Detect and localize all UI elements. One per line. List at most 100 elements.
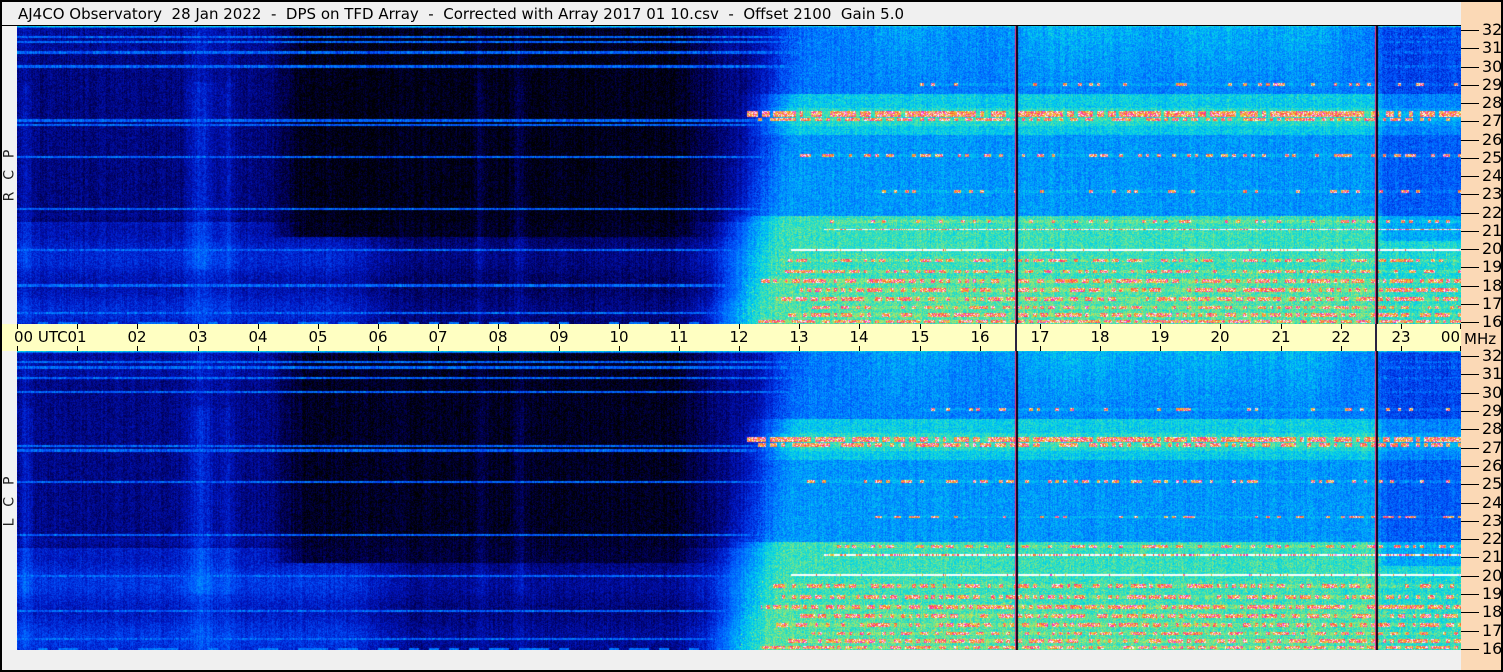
- hour-tick: [1100, 324, 1101, 329]
- hour-tick: [739, 346, 740, 351]
- event-marker-line: [1375, 324, 1377, 351]
- hour-tick: [198, 346, 199, 351]
- hour-label: 23: [1391, 328, 1411, 346]
- freq-tick: [1461, 85, 1479, 86]
- hour-tick: [77, 346, 78, 351]
- hour-tick: [679, 324, 680, 329]
- left-margin-top: R C P: [1, 26, 18, 324]
- hour-tick: [378, 346, 379, 351]
- time-axis-band: 00 UTC 01 02 03 04 05 06 07 08 09 10 11 12 13 14 15 16 17…: [2, 324, 1461, 351]
- hour-label: 04: [248, 328, 268, 346]
- freq-label: 18: [1482, 602, 1501, 622]
- hour-tick: [559, 346, 560, 351]
- hour-label: 05: [308, 328, 328, 346]
- hour-label: 14: [849, 328, 869, 346]
- freq-tick: [1461, 158, 1479, 159]
- hour-tick: [77, 324, 78, 329]
- freq-label: 23: [1482, 184, 1501, 204]
- lcp-spectrogram-canvas: [17, 351, 1461, 650]
- hour-tick: [1160, 346, 1161, 351]
- freq-tick: [1461, 411, 1479, 412]
- freq-tick: [1461, 249, 1479, 250]
- hour-tick: [859, 346, 860, 351]
- hour-label: 00 UTC: [14, 328, 68, 346]
- freq-label: 19: [1482, 257, 1501, 277]
- freq-tick: [1461, 213, 1479, 214]
- freq-label: 27: [1482, 111, 1501, 131]
- freq-label: 27: [1482, 438, 1501, 458]
- freq-label: 18: [1482, 276, 1501, 296]
- freq-label: 25: [1482, 474, 1501, 494]
- hour-label: 06: [368, 328, 388, 346]
- hour-tick: [679, 346, 680, 351]
- hour-label: 08: [488, 328, 508, 346]
- hour-label: 18: [1090, 328, 1110, 346]
- hour-tick: [438, 324, 439, 329]
- freq-tick: [1461, 649, 1479, 650]
- freq-tick: [1461, 484, 1479, 485]
- rcp-spectrogram-canvas: [17, 26, 1461, 324]
- freq-label: 32: [1482, 346, 1501, 366]
- hour-tick: [258, 346, 259, 351]
- hour-tick: [1220, 346, 1221, 351]
- freq-tick: [1461, 594, 1479, 595]
- freq-label: 21: [1482, 547, 1501, 567]
- hour-label: 19: [1150, 328, 1170, 346]
- hour-tick: [980, 346, 981, 351]
- freq-tick: [1461, 267, 1479, 268]
- freq-tick: [1461, 539, 1479, 540]
- hour-tick: [1040, 324, 1041, 329]
- freq-tick: [1461, 103, 1479, 104]
- freq-tick: [1461, 176, 1479, 177]
- freq-label: 28: [1482, 419, 1501, 439]
- freq-label: 32: [1482, 20, 1501, 40]
- hour-tick: [1401, 346, 1402, 351]
- freq-tick: [1461, 356, 1479, 357]
- hour-label: 20: [1210, 328, 1230, 346]
- title-text: AJ4CO Observatory 28 Jan 2022 - DPS on T…: [18, 4, 905, 23]
- freq-tick: [1461, 30, 1479, 31]
- freq-tick: [1461, 322, 1479, 323]
- freq-tick: [1461, 67, 1479, 68]
- hour-label: 17: [1030, 328, 1050, 346]
- freq-tick: [1461, 48, 1479, 49]
- hour-label: 21: [1271, 328, 1291, 346]
- rcp-polarization-label: R C P: [1, 148, 18, 202]
- hour-tick: [1281, 324, 1282, 329]
- hour-label: 11: [669, 328, 689, 346]
- footer-strip: [2, 650, 1461, 670]
- hour-tick: [1341, 324, 1342, 329]
- hour-tick: [1220, 324, 1221, 329]
- hour-tick: [137, 324, 138, 329]
- hour-label: 02: [127, 328, 147, 346]
- hour-label: 03: [188, 328, 208, 346]
- hour-tick: [619, 324, 620, 329]
- mhz-unit-label: MHz: [1464, 330, 1497, 348]
- hour-label: 07: [428, 328, 448, 346]
- freq-tick: [1461, 448, 1479, 449]
- hour-label: 22: [1331, 328, 1351, 346]
- lcp-polarization-label: L C P: [1, 475, 18, 526]
- freq-tick: [1461, 612, 1479, 613]
- freq-tick: [1461, 576, 1479, 577]
- freq-label: 17: [1482, 621, 1501, 641]
- freq-label: 25: [1482, 148, 1501, 168]
- hour-tick: [859, 324, 860, 329]
- hour-tick: [559, 324, 560, 329]
- hour-tick: [1100, 346, 1101, 351]
- hour-label: 12: [729, 328, 749, 346]
- freq-tick: [1461, 503, 1479, 504]
- hour-tick: [438, 346, 439, 351]
- freq-label: 26: [1482, 130, 1501, 150]
- freq-label: 28: [1482, 93, 1501, 113]
- hour-tick: [739, 324, 740, 329]
- event-marker-line: [1015, 324, 1017, 351]
- hour-label: 01: [67, 328, 87, 346]
- hour-tick: [378, 324, 379, 329]
- hour-tick: [498, 324, 499, 329]
- hour-tick: [920, 324, 921, 329]
- hour-label: 10: [609, 328, 629, 346]
- hour-tick: [1460, 346, 1461, 351]
- hour-tick: [318, 324, 319, 329]
- freq-label: 20: [1482, 239, 1501, 259]
